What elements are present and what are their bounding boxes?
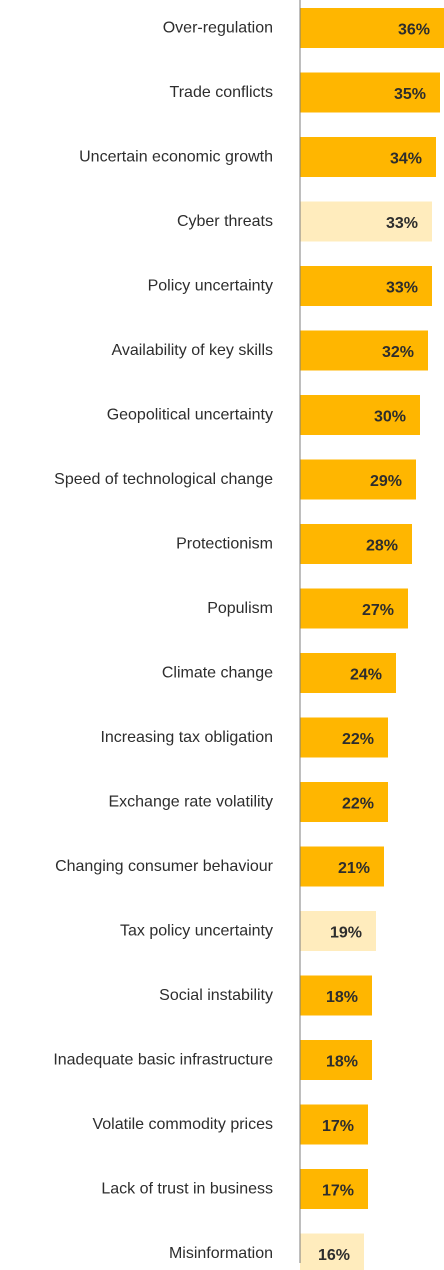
value-label: 32% [382, 344, 414, 361]
category-label: Policy uncertainty [148, 278, 273, 295]
category-label: Over-regulation [163, 20, 273, 37]
bar [300, 975, 372, 1016]
bar [300, 1233, 364, 1270]
category-label: Volatile commodity prices [92, 1116, 273, 1133]
category-label: Uncertain economic growth [79, 149, 273, 166]
bar [300, 72, 440, 113]
value-label: 30% [374, 409, 406, 426]
value-label: 35% [394, 86, 426, 103]
value-label: 33% [386, 280, 418, 297]
bar [300, 653, 396, 693]
bar [300, 846, 384, 887]
category-label: Trade conflicts [170, 84, 273, 101]
value-label: 24% [350, 667, 382, 684]
value-label: 22% [342, 731, 374, 748]
value-label: 27% [362, 602, 394, 619]
category-label: Inadequate basic infrastructure [53, 1052, 273, 1069]
category-label: Tax policy uncertainty [120, 923, 273, 940]
value-label: 33% [386, 215, 418, 232]
bars-group [300, 8, 444, 1270]
bar [300, 8, 444, 48]
bar [300, 137, 436, 177]
value-label: 28% [366, 538, 398, 555]
bar [300, 395, 420, 435]
category-label: Protectionism [176, 536, 273, 553]
value-label: 18% [326, 1054, 358, 1071]
bar [300, 1040, 372, 1080]
category-label: Climate change [162, 665, 273, 682]
category-label: Populism [207, 600, 273, 617]
bar [300, 588, 408, 629]
bar [300, 911, 376, 951]
value-labels-group: 36% 35% 34% 33% 33% 32% 30% 29% 28% 27% 24% 22% 22% 2… [318, 22, 430, 1265]
value-label: 36% [398, 22, 430, 39]
category-label: Cyber threats [177, 213, 273, 230]
value-label: 18% [326, 989, 358, 1006]
category-labels-group: Over-regulation Trade conflicts Uncertain … [53, 20, 273, 1263]
category-label: Misinformation [169, 1245, 273, 1262]
bar [300, 1104, 368, 1145]
value-label: 17% [322, 1183, 354, 1200]
category-label: Exchange rate volatility [108, 794, 273, 811]
value-label: 16% [318, 1247, 350, 1264]
bar [300, 266, 432, 306]
bar [300, 717, 388, 758]
bar [300, 782, 388, 822]
bar [300, 1169, 368, 1209]
category-label: Social instability [159, 987, 273, 1004]
bar [300, 524, 412, 564]
category-label: Lack of trust in business [101, 1181, 273, 1198]
value-label: 17% [322, 1118, 354, 1135]
bar [300, 459, 416, 500]
value-label: 29% [370, 473, 402, 490]
bar [300, 330, 428, 371]
category-label: Speed of technological change [54, 471, 273, 488]
value-label: 34% [390, 151, 422, 168]
category-label: Geopolitical uncertainty [107, 407, 273, 424]
category-label: Increasing tax obligation [100, 729, 273, 746]
value-label: 19% [330, 925, 362, 942]
category-label: Changing consumer behaviour [55, 858, 274, 875]
bar [300, 201, 432, 242]
category-label: Availability of key skills [111, 342, 273, 359]
value-label: 22% [342, 796, 374, 813]
value-label: 21% [338, 860, 370, 877]
